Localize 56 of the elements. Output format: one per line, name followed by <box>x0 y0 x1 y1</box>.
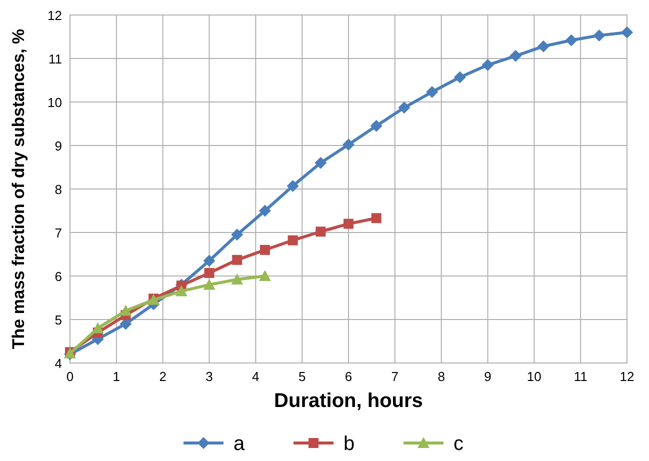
point <box>537 40 550 52</box>
point <box>232 254 242 265</box>
x-tick-label: 1 <box>112 369 120 384</box>
point <box>342 138 354 151</box>
x-tick-label: 6 <box>344 369 352 384</box>
y-tick-label: 10 <box>48 95 62 110</box>
y-tick-label: 4 <box>54 356 62 371</box>
legend-label: a <box>234 433 246 455</box>
point <box>344 218 354 229</box>
point <box>231 273 244 284</box>
point <box>482 59 494 72</box>
point <box>565 34 578 46</box>
y-tick-label: 5 <box>54 312 62 328</box>
point <box>258 270 271 281</box>
y-tick-label: 8 <box>54 182 62 197</box>
point <box>316 226 326 237</box>
x-tick-label: 12 <box>620 369 634 384</box>
point <box>258 204 271 217</box>
x-tick-label: 11 <box>574 369 588 384</box>
legend-label: c <box>454 433 464 455</box>
y-tick-label: 7 <box>54 226 62 240</box>
x-tick-label: 10 <box>526 369 542 384</box>
point <box>120 304 132 316</box>
x-tick-label: 0 <box>66 369 74 384</box>
point <box>204 268 214 278</box>
x-tick-label: 8 <box>438 369 445 384</box>
y-tick-label: 12 <box>48 8 62 23</box>
x-tick-label: 4 <box>252 369 260 384</box>
x-tick-label: 3 <box>206 369 213 384</box>
y-axis-title: The mass fraction of dry substances, % <box>9 28 28 350</box>
y-tick-label: 6 <box>54 269 62 284</box>
x-tick-label: 5 <box>298 369 306 384</box>
point <box>371 213 382 224</box>
point <box>314 156 327 169</box>
y-tick-label: 9 <box>54 138 62 154</box>
point <box>454 71 466 84</box>
point <box>286 180 299 192</box>
point <box>260 244 270 255</box>
point <box>231 228 244 241</box>
point <box>288 235 298 246</box>
point <box>621 26 633 38</box>
x-tick-label: 7 <box>391 369 399 384</box>
point <box>175 285 188 296</box>
legend-label: b <box>344 433 355 455</box>
point <box>510 50 522 62</box>
point <box>426 86 438 98</box>
point <box>398 102 410 114</box>
x-axis-title: Duration, hours <box>274 390 423 412</box>
x-tick-label: 9 <box>484 369 492 384</box>
point <box>370 120 382 132</box>
point <box>203 254 216 267</box>
point <box>203 278 216 290</box>
y-tick-label: 11 <box>48 52 62 66</box>
point <box>92 322 104 334</box>
x-tick-label: 2 <box>159 369 166 384</box>
point <box>593 29 606 42</box>
